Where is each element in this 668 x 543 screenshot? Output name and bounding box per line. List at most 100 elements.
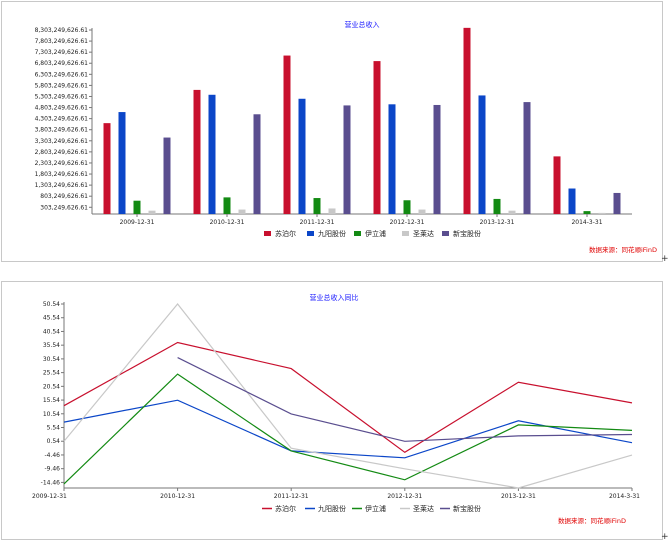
x-tick-label: 2013-12-31 <box>480 219 515 226</box>
x-tick-label: 2014-3-31 <box>571 219 602 226</box>
bar-苏泊尔 <box>463 27 471 214</box>
legend-label: 新宝股份 <box>453 229 481 238</box>
x-tick-label: 2011-12-31 <box>300 219 335 226</box>
y-tick-label: 50.54 <box>43 301 60 308</box>
y-tick-label: 5,803,249,626.61 <box>35 82 89 89</box>
x-tick-label: 2012-12-31 <box>390 219 425 226</box>
bar-新宝股份 <box>613 192 621 214</box>
bar-圣莱达 <box>418 209 426 214</box>
bar-新宝股份 <box>253 114 261 214</box>
y-tick-label: 8,303,249,626.61 <box>35 27 89 34</box>
x-tick-label: 2010-12-31 <box>210 219 245 226</box>
chart-title: 营业总收入同比 <box>310 293 359 302</box>
x-tick-label: 2013-12-31 <box>501 493 536 500</box>
legend-label: 伊立浦 <box>365 504 386 513</box>
bar-伊立浦 <box>403 200 411 214</box>
data-source-label: 数据来源：同花顺iFinD <box>558 516 626 525</box>
bar-圣莱达 <box>598 212 606 214</box>
data-source-label: 数据来源：同花顺iFinD <box>589 245 657 254</box>
y-tick-label: 3,803,249,626.61 <box>35 127 89 134</box>
bar-苏泊尔 <box>193 89 201 214</box>
y-tick-label: 4,803,249,626.61 <box>35 105 89 112</box>
bar-新宝股份 <box>343 105 351 214</box>
bar-苏泊尔 <box>373 61 381 214</box>
y-tick-label: 5.54 <box>47 425 61 432</box>
bar-圣莱达 <box>328 208 336 214</box>
series-line-圣莱达 <box>63 303 633 489</box>
y-tick-label: 803,249,626.61 <box>40 193 88 200</box>
y-tick-label: 2,303,249,626.61 <box>35 160 89 167</box>
y-tick-label: 30.54 <box>43 356 60 363</box>
x-tick-label: 2012-12-31 <box>387 493 422 500</box>
y-tick-label: 15.54 <box>43 397 60 404</box>
bar-九阳股份 <box>478 95 486 214</box>
legend-swatch <box>307 231 314 236</box>
panel-corner-mark: + <box>661 254 668 264</box>
bar-苏泊尔 <box>103 123 111 214</box>
legend-label: 圣莱达 <box>413 229 434 238</box>
bar-圣莱达 <box>238 209 246 214</box>
y-tick-label: -9.46 <box>44 466 60 473</box>
x-tick-label: 2014-3-31 <box>609 493 640 500</box>
bar-圣莱达 <box>148 210 156 214</box>
y-tick-label: 303,249,626.61 <box>40 204 88 211</box>
bar-伊立浦 <box>583 211 591 214</box>
y-tick-label: 1,803,249,626.61 <box>35 171 89 178</box>
legend-label: 九阳股份 <box>318 504 346 513</box>
revenue-chart-panel: 营业总收入 303,249,626.61 803,249,626.61 1,303,2… <box>1 1 663 262</box>
series-line-新宝股份 <box>177 357 633 442</box>
bar-九阳股份 <box>208 94 216 214</box>
bar-新宝股份 <box>163 137 171 214</box>
bar-伊立浦 <box>493 198 501 214</box>
legend-swatch <box>402 231 409 236</box>
y-tick-label: -4.46 <box>44 452 60 459</box>
bar-新宝股份 <box>523 102 531 214</box>
legend-swatch <box>264 231 271 236</box>
bar-伊立浦 <box>133 200 141 214</box>
y-tick-label: 25.54 <box>43 370 60 377</box>
bar-圣莱达 <box>508 210 516 214</box>
x-tick-label: 2009-12-31 <box>32 493 67 500</box>
bar-新宝股份 <box>433 104 441 214</box>
series-line-苏泊尔 <box>63 341 633 454</box>
bar-九阳股份 <box>118 112 126 214</box>
chart-title: 营业总收入 <box>345 20 380 29</box>
y-tick-label: 40.54 <box>43 328 60 335</box>
panel-corner-mark-2: + <box>661 532 668 542</box>
bar-苏泊尔 <box>283 55 291 214</box>
y-tick-label: 7,803,249,626.61 <box>35 38 89 45</box>
bar-伊立浦 <box>313 198 321 214</box>
y-tick-label: 10.54 <box>43 411 60 418</box>
x-tick-label: 2009-12-31 <box>120 219 155 226</box>
revenue-bar-chart: 营业总收入 303,249,626.61 803,249,626.61 1,303,2… <box>35 20 657 254</box>
legend-swatch <box>354 231 361 236</box>
legend-label: 新宝股份 <box>453 504 481 513</box>
legend-label: 伊立浦 <box>365 229 386 238</box>
growth-line-chart: 营业总收入同比 -14.46 -9.46 -4.46 0.54 5.54 10.54 15.5… <box>32 293 640 525</box>
y-tick-label: 0.54 <box>47 438 61 445</box>
growth-chart-panel: 营业总收入同比 -14.46 -9.46 -4.46 0.54 5.54 10.54 15.5… <box>1 281 663 540</box>
y-tick-label: 1,303,249,626.61 <box>35 182 89 189</box>
x-tick-label: 2011-12-31 <box>274 493 309 500</box>
legend-label: 苏泊尔 <box>275 504 296 513</box>
series-line-九阳股份 <box>63 399 633 459</box>
y-tick-label: 7,303,249,626.61 <box>35 49 89 56</box>
y-tick-label: 6,303,249,626.61 <box>35 71 89 78</box>
legend-label: 九阳股份 <box>318 229 346 238</box>
y-tick-label: 5,303,249,626.61 <box>35 93 89 100</box>
legend-label: 圣莱达 <box>413 504 434 513</box>
y-tick-label: 35.54 <box>43 342 60 349</box>
y-tick-label: 4,303,249,626.61 <box>35 116 89 123</box>
bar-苏泊尔 <box>553 156 561 214</box>
series-line-伊立浦 <box>63 373 633 485</box>
y-tick-label: -14.46 <box>41 479 61 486</box>
x-tick-label: 2010-12-31 <box>160 493 195 500</box>
y-tick-label: 3,303,249,626.61 <box>35 138 89 145</box>
legend-swatch <box>442 231 449 236</box>
bar-九阳股份 <box>568 188 576 214</box>
bar-九阳股份 <box>298 98 306 214</box>
y-tick-label: 45.54 <box>43 315 60 322</box>
y-tick-label: 6,803,249,626.61 <box>35 60 89 67</box>
y-tick-label: 20.54 <box>43 383 60 390</box>
bar-伊立浦 <box>223 197 231 214</box>
